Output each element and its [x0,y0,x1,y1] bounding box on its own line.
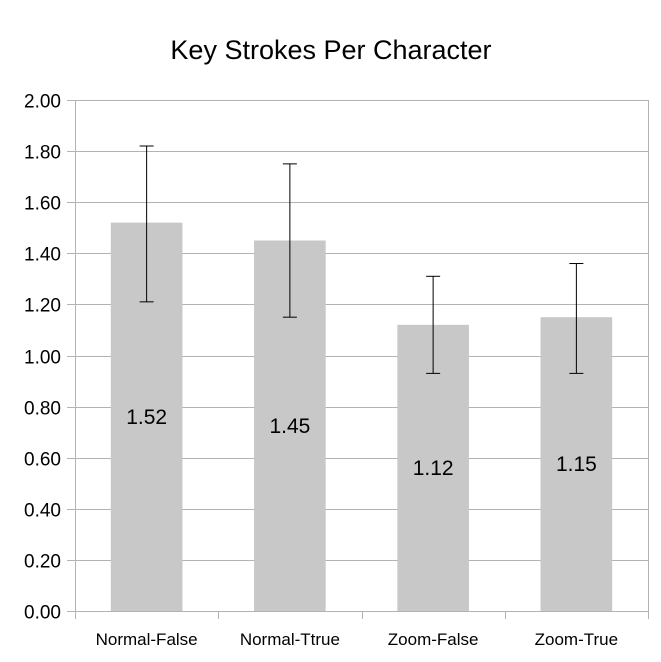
x-category-label: Zoom-True [535,630,618,649]
y-tick-label: 1.00 [24,348,61,369]
axis-layer [67,100,649,619]
y-tick-label: 1.60 [24,194,61,215]
chart-title: Key Strokes Per Character [170,35,491,65]
y-tick-label: 1.20 [24,296,61,317]
bars-layer [110,222,613,611]
y-tick-label: 0.20 [24,552,61,573]
data-label: 1.12 [413,457,454,480]
y-tick-label: 0.80 [24,399,61,420]
x-category-label: Zoom-False [388,630,479,649]
error-bars-layer [139,145,584,374]
y-tick-label: 1.80 [24,143,61,164]
y-tick-label: 0.60 [24,450,61,471]
x-category-label: Normal-False [96,630,198,649]
data-label: 1.45 [269,415,310,438]
y-tick-label: 2.00 [24,92,61,113]
labels-layer: 0.00 0.20 0.40 0.60 0.80 1.00 1.20 1.40 1.60 1.80… [24,92,618,650]
data-label: 1.15 [556,453,597,476]
x-category-label: Normal-Ttrue [240,630,340,649]
data-label: 1.52 [126,406,167,429]
y-tick-label: 0.00 [24,603,61,624]
y-tick-label: 0.40 [24,501,61,522]
y-tick-label: 1.40 [24,245,61,266]
